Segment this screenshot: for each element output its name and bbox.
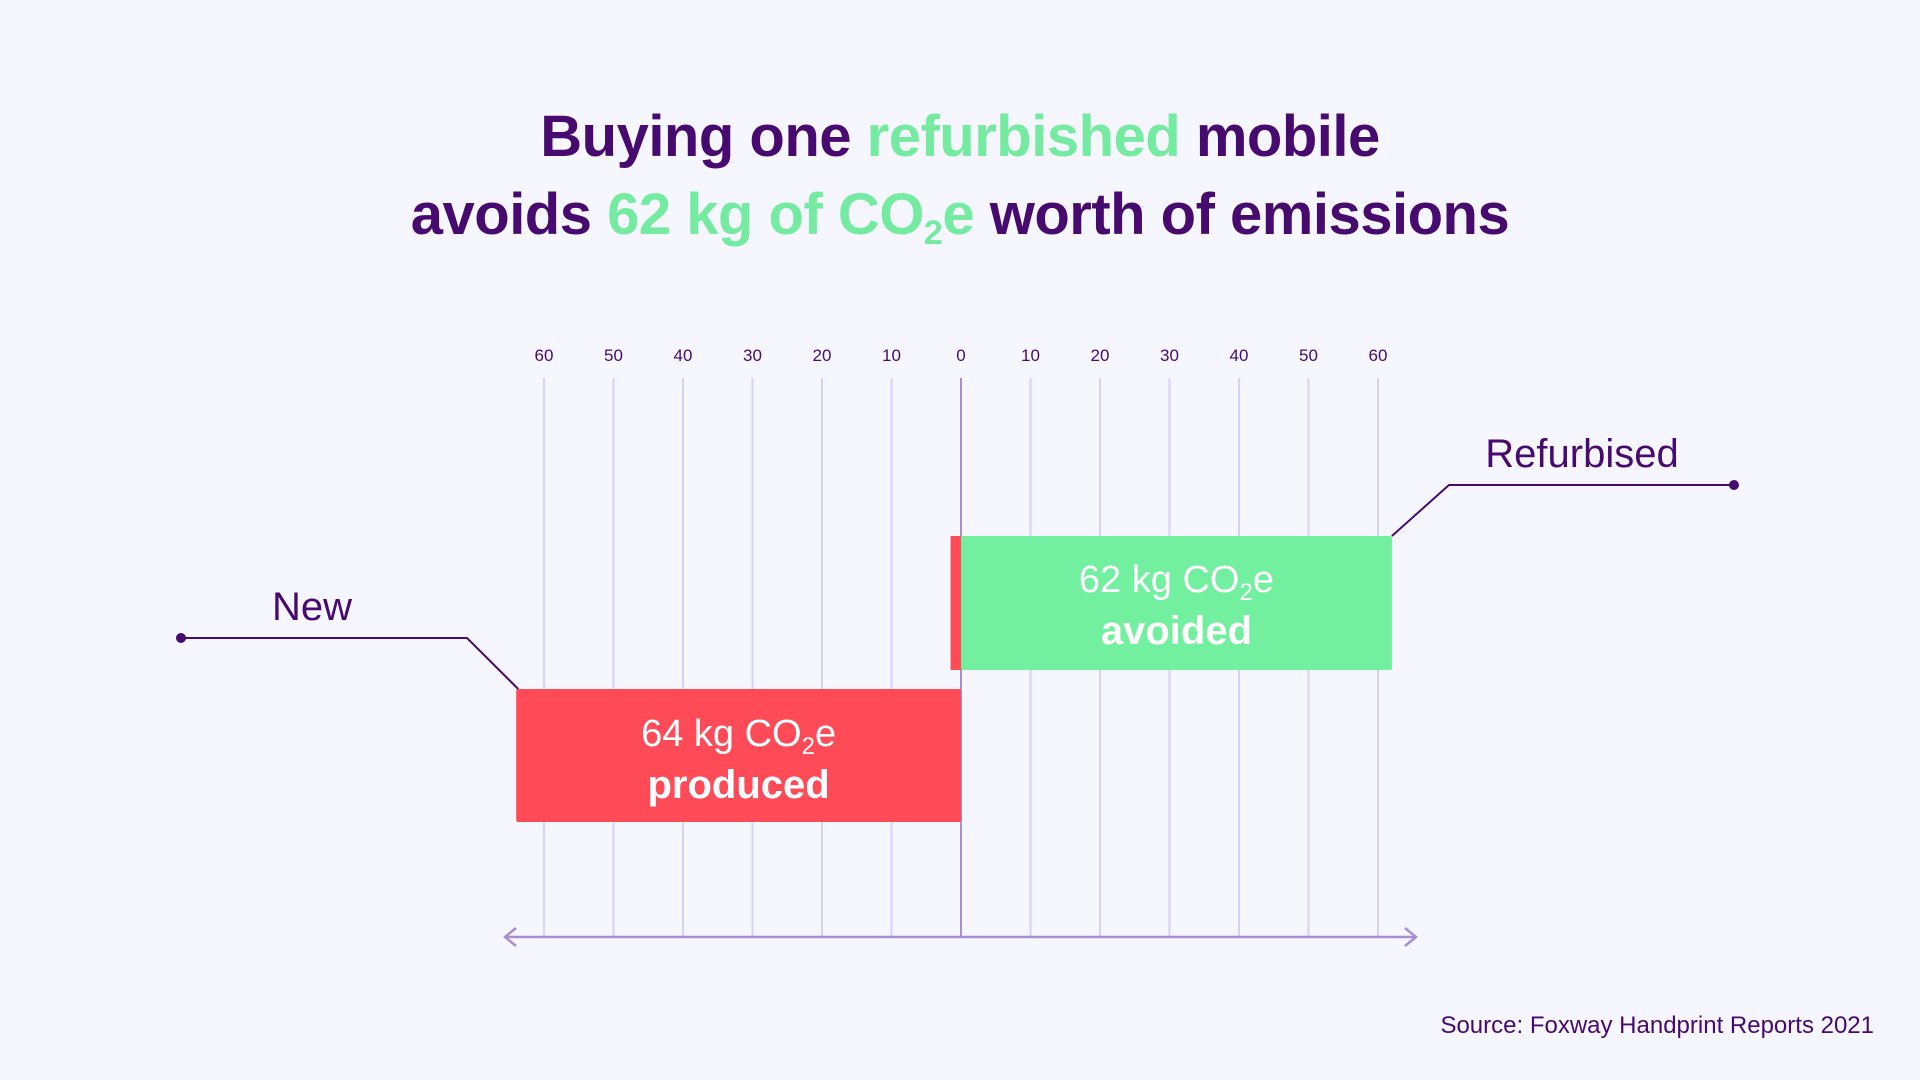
callout-dot-new — [176, 633, 186, 643]
tick-label: 10 — [882, 346, 901, 365]
bar-new-label-value: 64 kg CO2e — [641, 713, 836, 760]
source-note: Source: Foxway Handprint Reports 2021 — [1440, 1012, 1874, 1039]
title-text: mobile — [1180, 104, 1380, 169]
arrow-right-icon — [1404, 927, 1418, 947]
bar-refurbished — [961, 536, 1392, 670]
series-label-refurbished: Refurbised — [1485, 432, 1678, 476]
title-highlight-text: e — [942, 182, 975, 247]
bar-refurbished-produced — [950, 536, 961, 670]
tick-label: 0 — [956, 346, 965, 365]
chart-title: Buying one refurbished mobile avoids 62 … — [0, 98, 1920, 254]
tick-label: 60 — [535, 346, 554, 365]
title-text: avoids — [410, 182, 608, 247]
bar-refurbished-label-word: avoided — [1101, 609, 1252, 653]
tick-label: 50 — [604, 346, 623, 365]
title-text: Buying one — [540, 104, 867, 169]
tick-label: 20 — [813, 346, 832, 365]
title-line-1: Buying one refurbished mobile — [0, 98, 1920, 176]
callout-line-new — [181, 637, 519, 690]
title-subscript: 2 — [923, 214, 943, 252]
bar-refurbished-label-value: 62 kg CO2e — [1079, 559, 1274, 606]
tick-label: 20 — [1091, 346, 1110, 365]
tick-label: 60 — [1369, 346, 1388, 365]
tick-label: 40 — [1230, 346, 1249, 365]
title-highlight: 62 kg of CO2e — [607, 182, 975, 250]
title-highlight: refurbished — [866, 104, 1181, 169]
title-highlight-text: 62 kg of CO — [607, 182, 924, 247]
tick-label: 30 — [743, 346, 762, 365]
bar-new-label-word: produced — [647, 763, 829, 807]
bar-new — [516, 689, 961, 822]
tick-label: 10 — [1021, 346, 1040, 365]
arrow-left-icon — [503, 927, 517, 947]
series-label-new: New — [272, 585, 352, 629]
callout-line-refurbished — [1391, 484, 1734, 537]
callout-dot-refurbished — [1729, 480, 1739, 490]
tick-label: 40 — [674, 346, 693, 365]
tick-label: 50 — [1299, 346, 1318, 365]
title-line-2: avoids 62 kg of CO2e worth of emissions — [0, 176, 1920, 254]
tick-label: 30 — [1160, 346, 1179, 365]
title-text: worth of emissions — [974, 182, 1510, 247]
